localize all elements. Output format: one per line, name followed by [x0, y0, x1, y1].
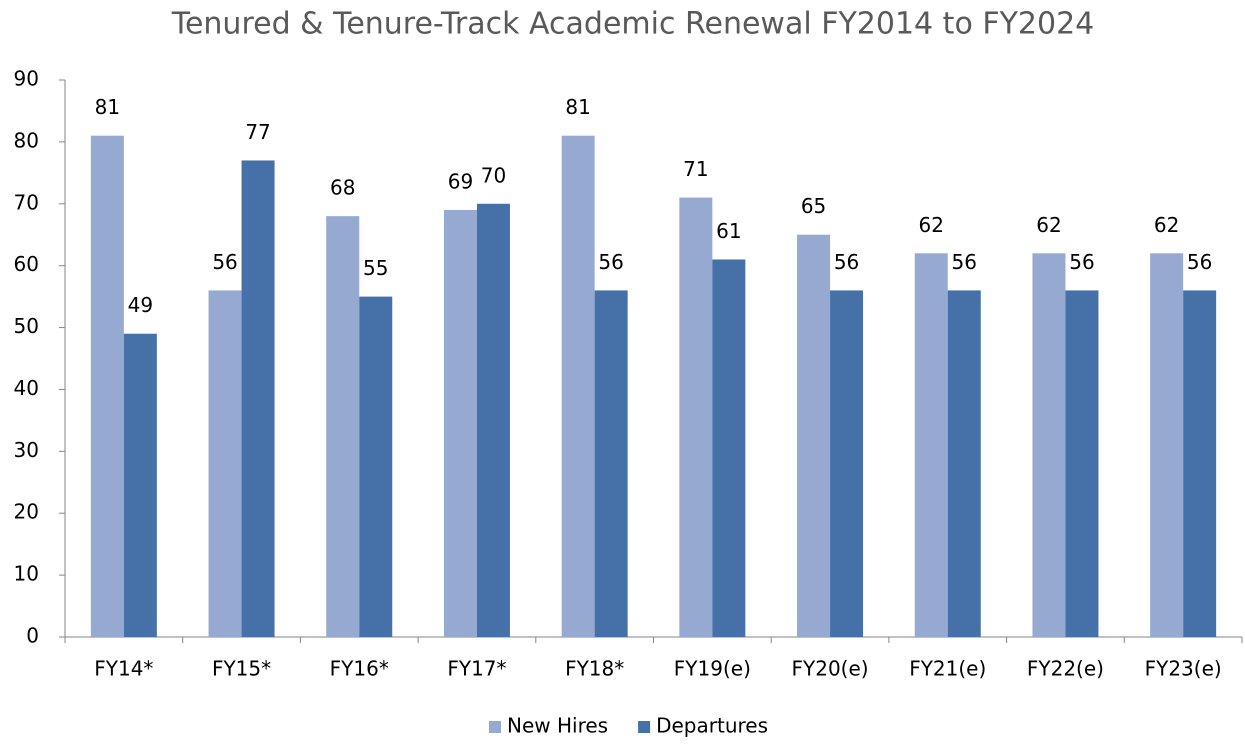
legend-label: Departures	[656, 714, 768, 738]
bar	[476, 203, 510, 637]
x-tick-label: FY14*	[94, 657, 153, 681]
bar	[679, 197, 713, 638]
data-label: 81	[565, 95, 590, 119]
data-label: 56	[1187, 250, 1212, 274]
bar	[1065, 290, 1099, 637]
data-label: 70	[481, 163, 506, 187]
y-tick-label: 60	[14, 252, 39, 276]
x-tick-label: FY22(e)	[1027, 657, 1104, 681]
y-tick-label: 90	[14, 67, 39, 91]
bar	[123, 333, 157, 637]
bar	[712, 259, 746, 637]
bar	[914, 253, 948, 638]
data-label: 69	[448, 169, 473, 193]
bar	[1183, 290, 1217, 637]
bar	[594, 290, 628, 637]
y-tick-label: 0	[26, 624, 39, 648]
y-tick-label: 10	[14, 562, 39, 586]
data-label: 62	[1036, 213, 1061, 237]
y-tick-label: 40	[14, 376, 39, 400]
legend-swatch	[638, 721, 651, 733]
x-tick-label: FY19(e)	[674, 657, 751, 681]
data-label: 56	[834, 250, 859, 274]
x-tick-label: FY16*	[330, 657, 389, 681]
data-label: 56	[212, 250, 237, 274]
bar	[561, 135, 595, 637]
x-tick-label: FY20(e)	[792, 657, 869, 681]
y-tick-label: 70	[14, 190, 39, 214]
data-label: 62	[1154, 213, 1179, 237]
y-tick-label: 50	[14, 314, 39, 338]
y-tick-label: 20	[14, 500, 39, 524]
bar	[947, 290, 981, 637]
bar	[208, 290, 242, 637]
bar	[443, 209, 477, 637]
data-label: 81	[95, 95, 120, 119]
x-tick-label: FY23(e)	[1145, 657, 1222, 681]
bar	[326, 216, 360, 637]
legend-swatch	[489, 721, 501, 733]
x-tick-label: FY21(e)	[909, 657, 986, 681]
bar	[797, 234, 831, 637]
data-label: 55	[363, 256, 388, 280]
data-label: 77	[245, 120, 270, 144]
y-tick-label: 80	[14, 128, 39, 152]
bar	[830, 290, 864, 637]
data-label: 62	[919, 213, 944, 237]
y-tick-label: 30	[14, 438, 39, 462]
data-label: 65	[801, 194, 826, 218]
chart-title: Tenured & Tenure-Track Academic Renewal …	[171, 7, 1095, 42]
bar	[241, 160, 275, 637]
bar	[359, 296, 393, 637]
x-tick-label: FY18*	[565, 657, 624, 681]
data-label: 71	[683, 157, 708, 181]
x-tick-label: FY15*	[212, 657, 271, 681]
bar	[90, 135, 124, 637]
data-label: 56	[1069, 250, 1094, 274]
bar	[1032, 253, 1066, 638]
data-label: 56	[952, 250, 977, 274]
legend-label: New Hires	[507, 714, 608, 738]
bar	[1150, 253, 1184, 638]
x-tick-label: FY17*	[447, 657, 506, 681]
data-label: 61	[716, 219, 741, 243]
data-label: 49	[128, 293, 153, 317]
data-label: 56	[598, 250, 623, 274]
data-label: 68	[330, 176, 355, 200]
